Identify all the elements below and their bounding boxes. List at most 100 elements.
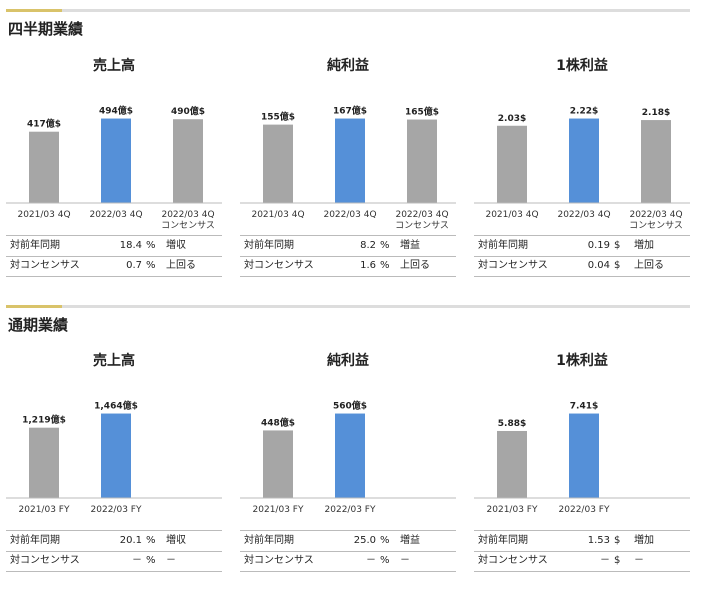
- metric-unit: %: [380, 535, 390, 546]
- metric-row: 対前年同期 18.4% 増収: [6, 235, 222, 257]
- bar: [29, 427, 59, 498]
- metric-note: 上回る: [400, 260, 430, 271]
- bar-value-label: 167億$: [333, 105, 367, 117]
- bar: [101, 118, 131, 203]
- metric-label: 対コンセンサス: [10, 260, 80, 271]
- metric-note: －: [166, 555, 176, 566]
- category-label: 2022/03 4Q: [89, 210, 142, 220]
- category-label: 2022/03 4Q: [395, 210, 448, 220]
- category-label: コンセンサス: [629, 220, 683, 231]
- bar-chart: 2.03$ 2021/03 4Q 2.22$ 2022/03 4Q 2.18$ 2022/…: [474, 107, 690, 231]
- metric-unit: $: [614, 240, 621, 251]
- metric-value: 0.7: [126, 260, 142, 271]
- metric-note: 増加: [634, 240, 654, 251]
- metric-row: 対コンセンサス 1.6% 上回る: [240, 256, 456, 277]
- bar-chart: 417億$ 2021/03 4Q 494億$ 2022/03 4Q 490億$ 2022/…: [6, 105, 222, 231]
- category-label: 2021/03 FY: [19, 505, 70, 515]
- bar-value-label: 7.41$: [570, 402, 598, 412]
- category-label: 2022/03 FY: [91, 505, 142, 515]
- metric-row: 対コンセンサス －% －: [240, 551, 456, 572]
- bar: [335, 118, 365, 203]
- bar: [29, 131, 59, 203]
- metric-value: 0.04: [587, 260, 610, 271]
- category-label: 2021/03 FY: [253, 505, 304, 515]
- bar-value-label: 5.88$: [498, 419, 526, 429]
- metric-label: 対コンセンサス: [244, 555, 314, 566]
- bar-value-label: 490億$: [171, 105, 205, 117]
- bar: [641, 120, 671, 203]
- bar: [101, 413, 131, 498]
- bar-value-label: 2.22$: [570, 107, 598, 117]
- bar-value-label: 1,464億$: [94, 400, 138, 412]
- metric-label: 対コンセンサス: [478, 260, 548, 271]
- chart-title: 1株利益: [556, 353, 608, 369]
- bar: [569, 118, 599, 203]
- bar: [263, 124, 293, 203]
- bar-chart: 448億$ 2021/03 FY 560億$ 2022/03 FY: [240, 400, 456, 515]
- metric-label: 対前年同期: [244, 240, 294, 251]
- metric-unit: %: [146, 555, 156, 566]
- category-label: 2021/03 FY: [487, 505, 538, 515]
- metric-unit: %: [146, 260, 156, 271]
- category-label: コンセンサス: [395, 220, 449, 231]
- metric-row: 対コンセンサス － $ －: [474, 551, 690, 572]
- metric-note: 増益: [400, 535, 420, 546]
- metric-row: 対コンセンサス －% －: [6, 551, 222, 572]
- bar: [173, 119, 203, 203]
- category-label: 2021/03 4Q: [251, 210, 304, 220]
- metric-label: 対前年同期: [10, 535, 60, 546]
- metric-unit: $: [614, 555, 621, 566]
- bar-value-label: 494億$: [99, 105, 133, 117]
- category-label: 2021/03 4Q: [485, 210, 538, 220]
- bar-value-label: 448億$: [261, 416, 295, 428]
- metric-row: 対前年同期 1.53 $ 増加: [474, 530, 690, 552]
- metric-unit: $: [614, 260, 621, 271]
- bar: [407, 119, 437, 203]
- category-label: コンセンサス: [161, 220, 215, 231]
- metric-note: 上回る: [634, 260, 664, 271]
- metric-value: 25.0: [353, 535, 376, 546]
- bar-value-label: 155億$: [261, 111, 295, 123]
- metric-note: 上回る: [166, 260, 196, 271]
- category-label: 2021/03 4Q: [17, 210, 70, 220]
- metric-value: 1.6: [360, 260, 376, 271]
- metric-note: 増収: [166, 240, 186, 251]
- bar: [335, 413, 365, 498]
- bar-value-label: 165億$: [405, 106, 439, 118]
- section-title: 四半期業績: [8, 20, 84, 38]
- bar: [569, 413, 599, 498]
- metric-note: 増収: [166, 535, 186, 546]
- metric-label: 対コンセンサス: [244, 260, 314, 271]
- category-label: 2022/03 4Q: [629, 210, 682, 220]
- bar: [497, 430, 527, 498]
- bar: [263, 430, 293, 498]
- metric-label: 対前年同期: [478, 240, 528, 251]
- metric-value: 20.1: [119, 535, 142, 546]
- metric-value: 8.2: [360, 240, 376, 251]
- category-label: 2022/03 4Q: [323, 210, 376, 220]
- bar-value-label: 417億$: [27, 118, 61, 130]
- metric-note: 増益: [400, 240, 420, 251]
- category-label: 2022/03 FY: [559, 505, 610, 515]
- metric-row: 対前年同期 20.1% 増収: [6, 530, 222, 552]
- section-divider: [6, 9, 690, 12]
- bar-chart: 5.88$ 2021/03 FY 7.41$ 2022/03 FY: [474, 402, 690, 515]
- bar-value-label: 560億$: [333, 400, 367, 412]
- metric-row: 対コンセンサス 0.7% 上回る: [6, 256, 222, 277]
- metric-value: －: [366, 555, 376, 566]
- section-title: 通期業績: [8, 316, 69, 334]
- metric-unit: %: [146, 535, 156, 546]
- metric-row: 対前年同期 25.0% 増益: [240, 530, 456, 552]
- category-label: 2022/03 4Q: [161, 210, 214, 220]
- metric-value: －: [132, 555, 142, 566]
- bar-chart: 155億$ 2021/03 4Q 167億$ 2022/03 4Q 165億$ 2022/…: [240, 105, 456, 231]
- metric-value: 0.19: [587, 240, 610, 251]
- chart-title: 純利益: [327, 353, 369, 369]
- metric-value: 1.53: [587, 535, 610, 546]
- category-label: 2022/03 4Q: [557, 210, 610, 220]
- section-divider: [6, 305, 690, 308]
- metric-unit: %: [380, 240, 390, 251]
- bar-chart: 1,219億$ 2021/03 FY 1,464億$ 2022/03 FY: [6, 400, 222, 515]
- metric-label: 対前年同期: [10, 240, 60, 251]
- metric-row: 対前年同期 8.2% 増益: [240, 235, 456, 257]
